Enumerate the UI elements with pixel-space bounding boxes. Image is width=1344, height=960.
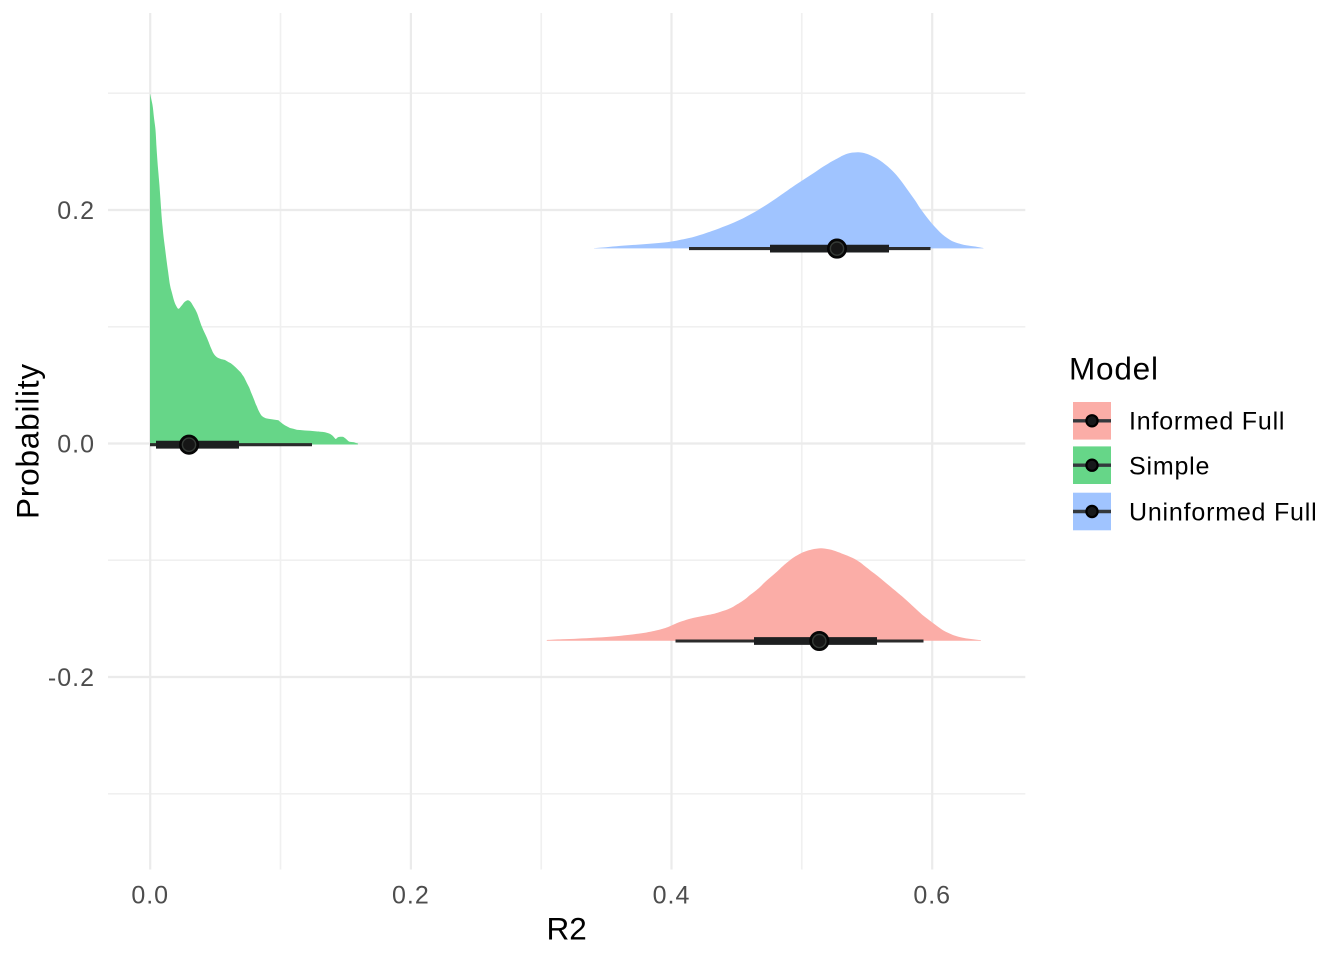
svg-text:R2: R2	[547, 910, 587, 946]
svg-text:0.2: 0.2	[57, 197, 95, 225]
svg-text:-0.2: -0.2	[48, 664, 95, 692]
svg-text:0.0: 0.0	[131, 882, 169, 910]
svg-text:0.4: 0.4	[653, 882, 691, 910]
svg-text:Model: Model	[1069, 350, 1159, 386]
svg-text:Informed Full: Informed Full	[1129, 408, 1285, 436]
svg-text:Simple: Simple	[1129, 452, 1210, 480]
svg-text:0.2: 0.2	[392, 882, 430, 910]
svg-text:0.6: 0.6	[913, 882, 951, 910]
svg-text:Probability: Probability	[10, 363, 46, 519]
svg-text:Uninformed Full: Uninformed Full	[1129, 499, 1317, 527]
svg-text:0.0: 0.0	[57, 431, 95, 459]
